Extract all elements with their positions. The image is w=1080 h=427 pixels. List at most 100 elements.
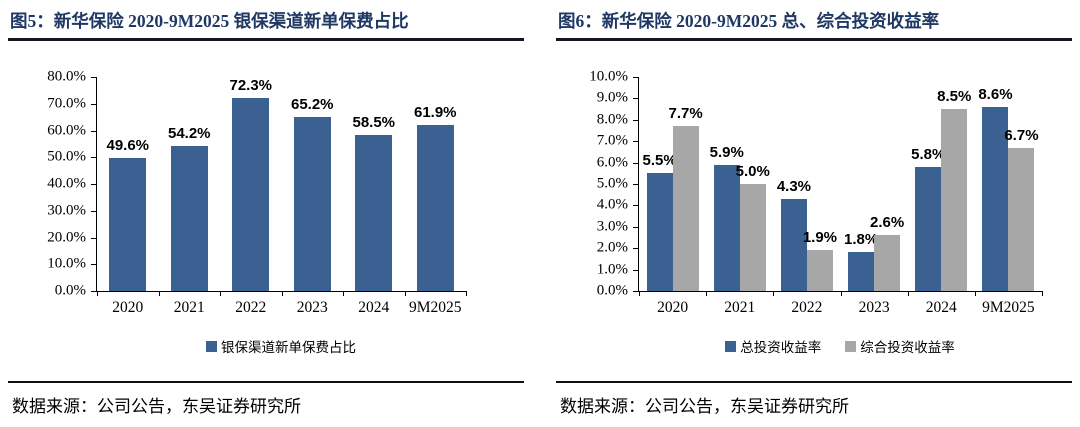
- bar-data-label: 5.9%: [709, 143, 744, 161]
- bar-data-label: 49.6%: [106, 137, 150, 155]
- x-axis-tick: [840, 291, 842, 296]
- figure6-legend: 总投资收益率 综合投资收益率: [638, 337, 1042, 355]
- bar-s0-2022: 72.3%: [229, 77, 272, 291]
- x-axis-label: 9M2025: [982, 299, 1035, 316]
- bar-s0-2023: 65.2%: [291, 96, 334, 291]
- bar-s1-9M2025: 6.7%: [1004, 127, 1039, 291]
- bar-data-label: 1.8%: [843, 231, 879, 249]
- y-axis-label: 10.0%: [47, 255, 86, 272]
- y-axis-label: 3.0%: [596, 218, 628, 235]
- figure5-panel: 图5：新华保险 2020-9M2025 银保渠道新单保费占比 0.0% 10.0%…: [8, 0, 524, 427]
- y-axis-tick: [633, 226, 638, 228]
- bar-data-label: 8.5%: [937, 88, 972, 106]
- bar-group-2022: 4.3% 1.9%: [773, 77, 840, 291]
- bar-group-2020: 49.6%: [97, 77, 159, 291]
- x-axis-tick: [639, 291, 640, 296]
- figure6-bottom-rule: [556, 380, 1072, 383]
- bar-s0-9M2025: 61.9%: [414, 104, 457, 291]
- legend-swatch-blue: [206, 340, 217, 352]
- legend-label: 银保渠道新单保费占比: [221, 340, 356, 355]
- bar-s0-2021: 5.9%: [710, 144, 744, 291]
- x-axis-tick: [97, 291, 98, 296]
- figure5-source: 数据来源：公司公告，东吴证券研究所: [12, 397, 301, 416]
- figure6-title: 图6：新华保险 2020-9M2025 总、综合投资收益率: [558, 11, 940, 31]
- y-axis-label: 0.0%: [54, 282, 86, 299]
- bar-group-9M2025: 8.6% 6.7%: [975, 77, 1042, 291]
- y-axis-tick: [633, 98, 638, 100]
- legend-item-total-yield: 总投资收益率: [725, 337, 821, 355]
- x-axis-label: 2021: [173, 299, 205, 316]
- y-axis-tick: [633, 291, 638, 292]
- bar-group-9M2025: 61.9%: [405, 77, 467, 291]
- y-axis-tick: [633, 184, 638, 185]
- y-axis-label: 9.0%: [596, 89, 628, 106]
- bar-group-2024: 58.5%: [343, 77, 405, 291]
- y-axis-label: 5.0%: [596, 175, 628, 192]
- figure5-plot-area: 49.6% 2020 54.2% 2021 72.3% 2022 65.2% 2023 58.5…: [96, 77, 467, 316]
- bar-data-label: 54.2%: [167, 125, 211, 143]
- bar-s1-2020: 7.7%: [668, 105, 703, 291]
- x-axis-tick: [907, 291, 909, 296]
- bar-group-2023: 65.2%: [282, 77, 344, 291]
- x-axis-tick: [773, 291, 775, 296]
- x-axis-tick: [404, 291, 406, 296]
- figure6-title-rule: [556, 38, 1072, 41]
- y-axis-label: 50.0%: [47, 148, 86, 165]
- y-axis-tick: [91, 264, 96, 266]
- bar-data-label: 2.6%: [869, 214, 905, 232]
- y-axis-label: 70.0%: [47, 95, 86, 112]
- bar-s1-2024: 8.5%: [937, 88, 971, 291]
- bar-s0-2020: 5.5%: [642, 152, 677, 291]
- x-axis-tick: [158, 291, 160, 296]
- y-axis-label: 30.0%: [47, 202, 86, 219]
- y-axis-tick: [633, 269, 638, 271]
- x-axis-label: 2024: [925, 299, 957, 316]
- x-axis-label: 2023: [858, 299, 890, 316]
- bar-group-2020: 5.5% 7.7%: [639, 77, 706, 291]
- bar-s1-2022: 1.9%: [803, 229, 837, 291]
- bar-group-2023: 1.8% 2.6%: [841, 77, 908, 291]
- figure6-panel: 图6：新华保险 2020-9M2025 总、综合投资收益率 0.0% 1.0% 2.…: [556, 0, 1072, 427]
- bar-s0-2024: 5.8%: [911, 146, 945, 291]
- x-axis-tick: [706, 291, 708, 296]
- bar-group-2024: 5.8% 8.5%: [908, 77, 975, 291]
- y-axis-label: 0.0%: [596, 282, 628, 299]
- y-axis-label: 80.0%: [47, 68, 86, 85]
- bar-data-label: 7.7%: [668, 105, 703, 123]
- y-axis-tick: [91, 77, 96, 78]
- y-axis-label: 6.0%: [596, 154, 628, 171]
- figure5-title-rule: [8, 38, 524, 41]
- x-axis-tick: [974, 291, 976, 296]
- x-axis-label: 2022: [235, 299, 267, 316]
- y-axis-label: 8.0%: [596, 111, 628, 128]
- bar-data-label: 5.5%: [642, 152, 677, 170]
- legend-swatch-blue: [725, 340, 737, 352]
- bar-data-label: 5.0%: [735, 163, 770, 180]
- legend-swatch-gray: [845, 340, 857, 352]
- x-axis-tick: [281, 291, 283, 296]
- y-axis-label: 20.0%: [47, 229, 86, 245]
- y-axis-tick: [633, 77, 638, 78]
- y-axis-tick: [91, 184, 96, 185]
- figure5-chart: 0.0% 10.0% 20.0% 30.0% 40.0% 50.0% 60.0% 70.0% 8…: [38, 69, 467, 316]
- figure5-title: 图5：新华保险 2020-9M2025 银保渠道新单保费占比: [10, 11, 409, 31]
- figure6-source: 数据来源：公司公告，东吴证券研究所: [560, 397, 849, 416]
- y-axis-tick: [91, 237, 96, 239]
- bar-data-label: 72.3%: [229, 76, 273, 94]
- bar-s0-2020: 49.6%: [106, 137, 149, 291]
- bar-data-label: 61.9%: [413, 104, 457, 122]
- legend-label: 总投资收益率: [740, 340, 822, 355]
- x-axis-tick: [220, 291, 221, 296]
- y-axis-tick: [91, 291, 96, 292]
- y-axis-tick: [633, 205, 638, 207]
- x-axis-label: 2020: [657, 299, 689, 316]
- bar-group-2021: 5.9% 5.0%: [706, 77, 773, 291]
- bar-s0-2021: 54.2%: [168, 125, 211, 291]
- y-axis-tick: [633, 141, 638, 143]
- figure6-y-axis: 0.0% 1.0% 2.0% 3.0% 4.0% 5.0% 6.0% 7.0% 8.0% 9.0%…: [582, 69, 638, 299]
- bar-data-label: 58.5%: [352, 113, 396, 131]
- bar-s0-2024: 58.5%: [352, 114, 395, 291]
- bar-s0-2022: 4.3%: [777, 178, 811, 291]
- bar-s1-2023: 2.6%: [870, 214, 904, 291]
- y-axis-label: 60.0%: [47, 122, 86, 138]
